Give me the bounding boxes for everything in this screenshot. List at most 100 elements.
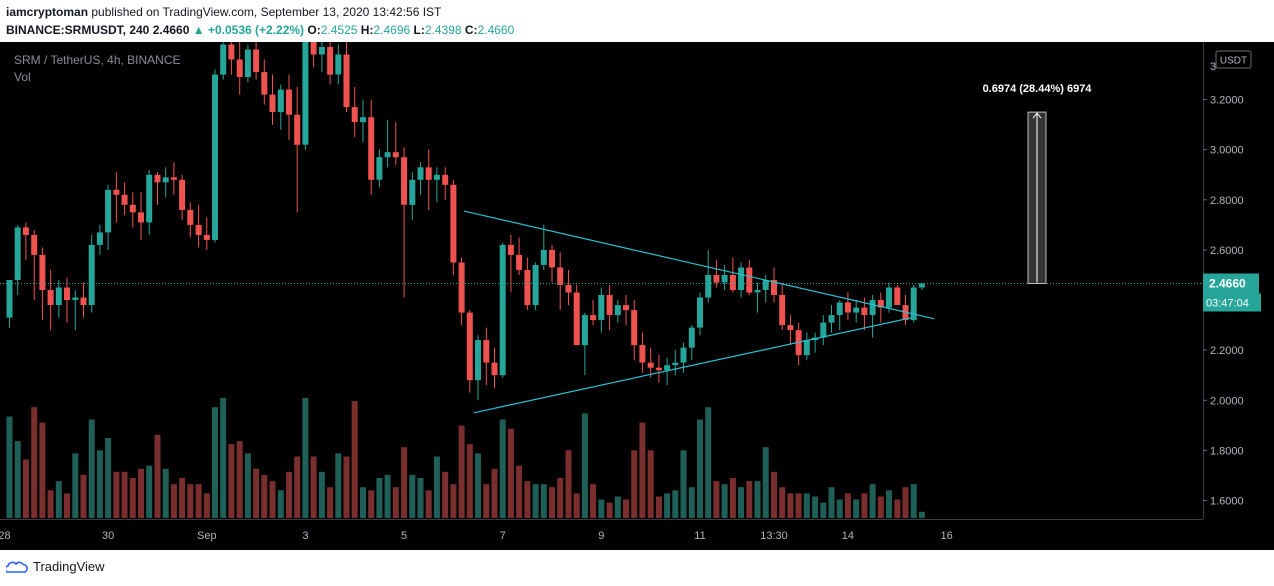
volume-bar <box>844 493 851 518</box>
publish-info: published on TradingView.com, September … <box>91 5 442 19</box>
candle-body <box>343 54 350 108</box>
countdown-label: 03:47:04 <box>1206 298 1249 310</box>
close-label: C: <box>464 23 478 37</box>
volume-bar <box>286 471 292 518</box>
candle-body <box>639 345 646 363</box>
low-label: L: <box>413 23 425 37</box>
candle-body <box>655 367 662 371</box>
candle-body <box>14 227 21 280</box>
tradingview-brand[interactable]: TradingView <box>6 559 105 574</box>
price-chart[interactable]: 0.6974 (28.44%) 6974 SRM / TetherUS, 4h, … <box>0 42 1274 550</box>
y-tick-label: 3.2000 <box>1210 95 1244 107</box>
x-tick-label: 16 <box>940 530 952 542</box>
y-tick-label: 2.2000 <box>1210 345 1244 357</box>
volume-bar <box>779 487 786 518</box>
author-name[interactable]: iamcryptoman <box>6 5 89 19</box>
open-value: 2.4525 <box>320 23 358 37</box>
candle-body <box>55 287 62 305</box>
volume-bar <box>499 419 506 518</box>
candle-body <box>187 209 194 225</box>
volume-bar <box>14 441 21 518</box>
volume-bar <box>672 490 679 518</box>
volume-bar <box>581 413 588 518</box>
volume-bar <box>88 419 95 518</box>
volume-bar <box>557 478 564 518</box>
candle-body <box>516 254 523 270</box>
volume-bar <box>121 471 128 518</box>
candle-body <box>466 312 473 381</box>
x-tick-label: 14 <box>842 530 854 542</box>
candle-body <box>368 117 375 180</box>
candle-body <box>154 174 161 183</box>
symbol-label[interactable]: BINANCE:SRMUSDT, 240 <box>6 23 150 37</box>
volume-bar <box>812 496 819 518</box>
candle-body <box>590 315 597 321</box>
change-value: +0.0536 (+2.22%) <box>207 23 305 37</box>
candle-body <box>549 249 555 268</box>
candle-body <box>220 44 227 75</box>
chart-header: iamcryptoman published on TradingView.co… <box>0 0 1274 42</box>
up-arrow-icon: ▲ <box>192 23 205 37</box>
candle-body <box>680 347 687 363</box>
volume-bar <box>491 468 498 518</box>
volume-bar <box>376 478 383 518</box>
x-tick-label: Sep <box>197 530 217 542</box>
volume-bar <box>590 484 597 518</box>
candle-body <box>384 152 391 158</box>
candle-body <box>861 307 868 316</box>
last-price-badge <box>1203 273 1259 294</box>
x-tick-label: 11 <box>694 530 705 542</box>
high-value: 2.4696 <box>373 23 411 37</box>
candle-body <box>918 283 925 288</box>
candle-body <box>869 300 876 315</box>
volume-bar <box>55 481 62 518</box>
candle-body <box>771 280 777 295</box>
volume-bar <box>606 502 613 518</box>
volume-bar <box>713 481 720 518</box>
candle-body <box>335 54 342 75</box>
candle-body <box>138 212 144 223</box>
candle-body <box>269 94 276 113</box>
volume-bar <box>466 444 473 518</box>
volume-bar <box>598 499 605 518</box>
volume-bar <box>697 419 703 518</box>
volume-bar <box>754 481 761 518</box>
volume-bar <box>565 450 572 518</box>
candle-body <box>433 174 440 180</box>
volume-label: Vol <box>14 70 31 84</box>
candle-body <box>228 44 235 60</box>
volume-bar <box>655 496 662 518</box>
high-label: H: <box>360 23 374 37</box>
volume-bar <box>212 407 218 518</box>
candle-body <box>212 74 218 240</box>
candle-body <box>623 305 629 311</box>
candle-body <box>483 340 490 363</box>
triangle-upper-line <box>463 210 935 320</box>
y-tick-label: 1.8000 <box>1210 445 1244 457</box>
candle-body <box>351 107 358 123</box>
x-tick-label: 28 <box>0 530 11 542</box>
candle-body <box>853 307 860 313</box>
candle-body <box>573 292 580 346</box>
candle-body <box>820 322 827 338</box>
volume-bar <box>442 471 449 518</box>
candle-body <box>581 315 588 346</box>
candle-body <box>746 267 753 293</box>
x-tick-label: 30 <box>102 530 114 542</box>
volume-bar <box>877 496 884 518</box>
candle-body <box>318 47 325 55</box>
countdown-badge <box>1203 293 1261 312</box>
candle-body <box>664 365 671 371</box>
candle-body <box>614 305 621 316</box>
volume-bar <box>6 416 13 518</box>
volume-bar <box>738 487 745 518</box>
volume-bar <box>729 478 736 518</box>
volume-bar <box>894 499 901 518</box>
volume-bar <box>861 493 868 518</box>
candle-body <box>729 275 736 290</box>
x-tick-label: 3 <box>302 530 308 542</box>
volume-bar <box>680 450 687 518</box>
candle-body <box>401 157 408 205</box>
volume-bar <box>475 453 481 518</box>
candle-body <box>417 167 424 180</box>
